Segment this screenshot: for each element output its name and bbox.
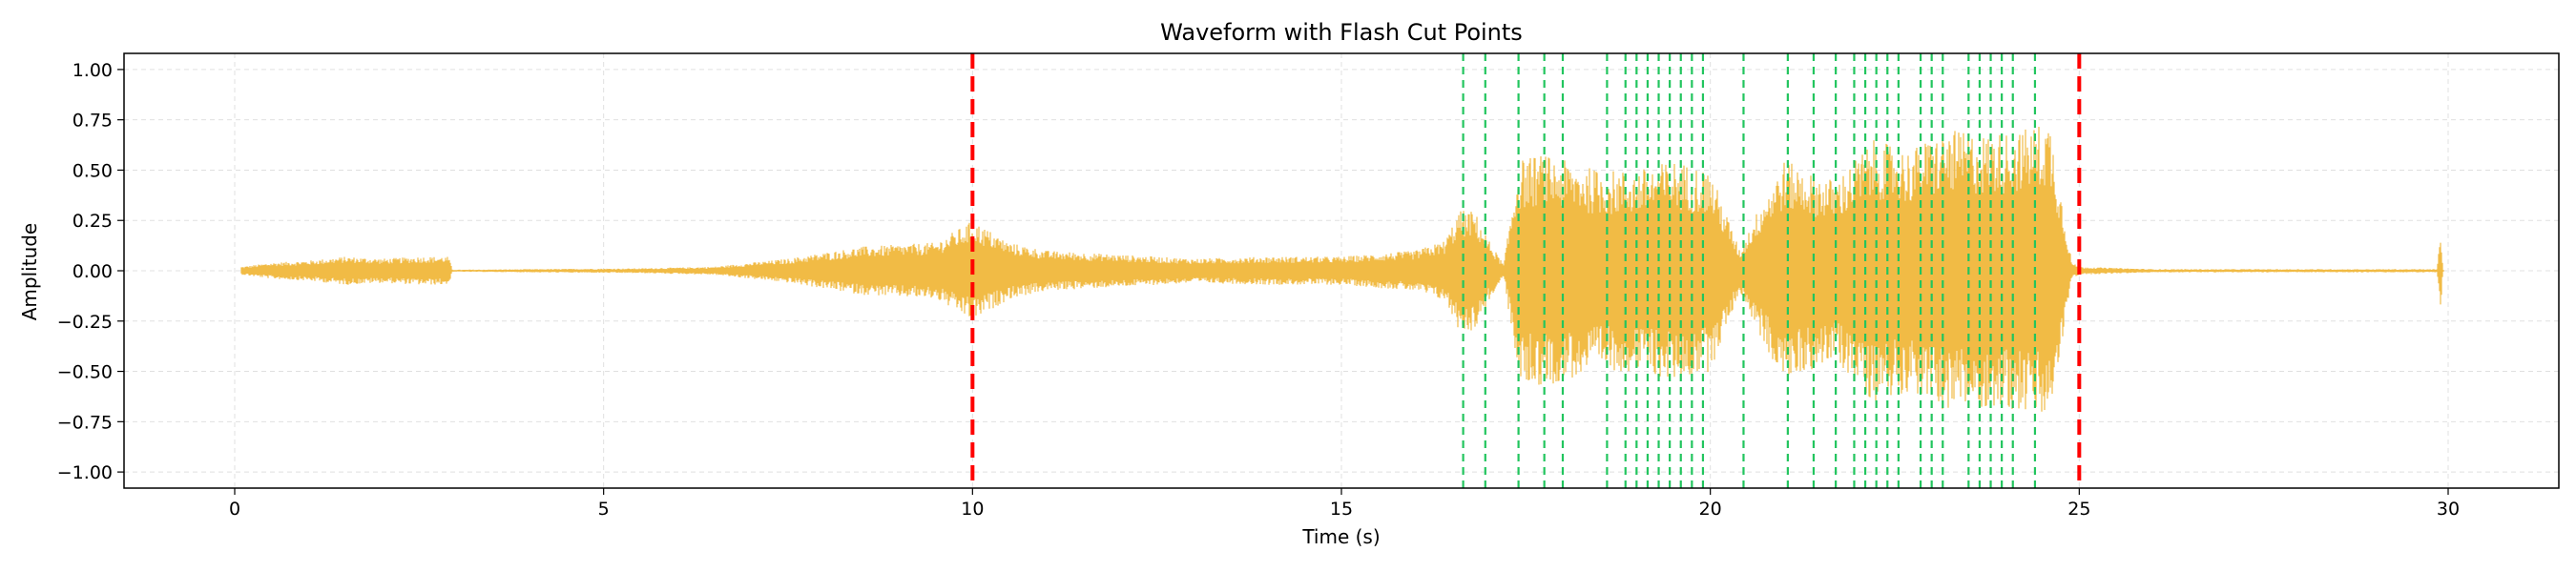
y-tick-label: −0.25 [57,312,113,333]
x-tick-label: 30 [2437,499,2460,520]
y-tick-label: −1.00 [57,462,113,483]
y-axis-label: Amplitude [18,223,41,321]
x-axis: 0 5 10 15 20 25 30 [229,488,2460,520]
x-tick-label: 5 [598,499,610,520]
y-tick-label: −0.75 [57,412,113,433]
y-tick-label: 0.75 [73,111,113,132]
x-tick-label: 15 [1330,499,1353,520]
y-tick-label: 1.00 [73,60,113,81]
waveform-series [240,127,2444,412]
x-axis-label: Time (s) [1301,525,1380,548]
x-tick-label: 25 [2067,499,2090,520]
y-tick-label: 0.50 [73,160,113,181]
x-tick-label: 0 [229,499,240,520]
y-tick-label: −0.50 [57,362,113,383]
y-tick-label: 0.25 [73,211,113,232]
x-tick-label: 20 [1699,499,1722,520]
y-tick-label: 0.00 [73,261,113,282]
chart-title: Waveform with Flash Cut Points [1160,19,1523,46]
y-axis: 1.00 0.75 0.50 0.25 0.00 −0.25 −0.50 −0.75 −1.00 [57,60,124,483]
x-tick-label: 10 [961,499,984,520]
